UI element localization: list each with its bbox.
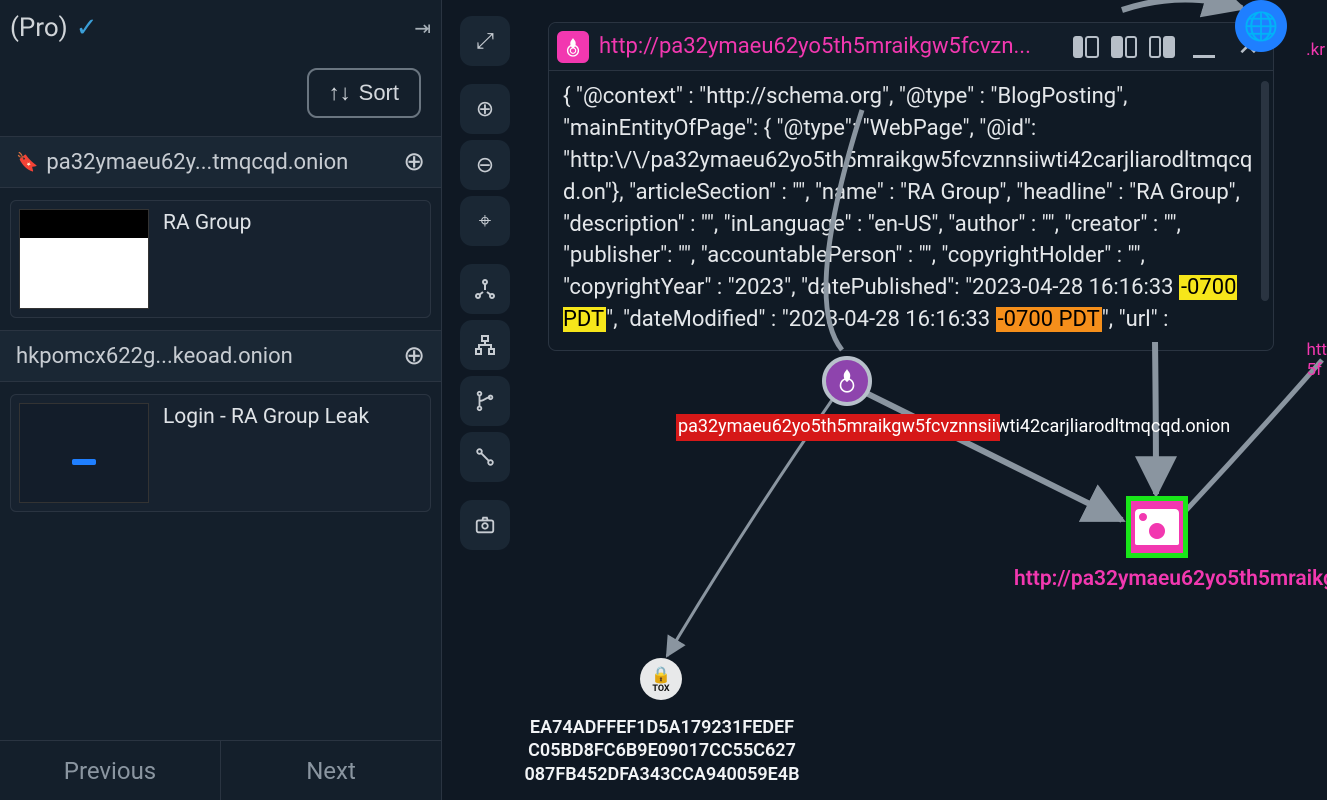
layout-left-icon[interactable] [1073, 36, 1101, 58]
collapse-sidebar-icon[interactable]: ⇥ [414, 16, 431, 40]
node-label: EA74ADFFEF1D5A179231FEDEF C05BD8FC6B9E09… [500, 716, 824, 786]
json-text: ", "url" : [1102, 307, 1169, 332]
layout-split-icon[interactable] [1111, 36, 1139, 58]
top-bar: (Pro) ✓ ⇥ [0, 0, 441, 56]
result-card-1[interactable]: Login - RA Group Leak [10, 394, 431, 512]
group-title: hkpomcx622g...keoad.onion [16, 344, 403, 369]
tor-browser-icon [557, 31, 589, 63]
minimize-icon[interactable] [1193, 36, 1215, 58]
node-label: pa32ymaeu62yo5th5mraikgw5fcvznnsiiwti42c… [676, 414, 1000, 441]
lock-icon: 🔒 [651, 665, 671, 684]
card-title: Login - RA Group Leak [163, 403, 369, 429]
tier-label: (Pro) [10, 13, 68, 43]
bookmark-icon: 🔖 [16, 152, 38, 173]
pager: Previous Next [0, 740, 441, 800]
fullscreen-icon[interactable]: ⤢ [460, 16, 510, 66]
link-icon[interactable] [460, 432, 510, 482]
onion-domain-node[interactable] [822, 356, 872, 406]
layout-right-icon[interactable] [1149, 36, 1177, 58]
node-label: .kr [1306, 40, 1325, 60]
node-detail-panel: http://pa32ymaeu62yo5th5mraikgw5fcvzn...… [548, 22, 1274, 351]
result-card-0[interactable]: RA Group [10, 200, 431, 318]
group-title: pa32ymaeu62y...tmqcqd.onion [46, 150, 403, 175]
sort-button[interactable]: ↑↓ Sort [307, 68, 421, 118]
locate-icon[interactable]: ⌖ [460, 196, 510, 246]
zoom-out-icon[interactable]: ⊖ [460, 140, 510, 190]
json-text: { "@context" : "http://schema.org", "@ty… [563, 84, 1252, 300]
canvas-toolbar: ⤢ ⊕ ⊖ ⌖ [460, 16, 510, 550]
node-label: http://pa32ymaeu62yo5th5mraikgw5fcvznnsi… [1014, 566, 1294, 592]
add-icon[interactable]: ⊕ [403, 341, 425, 371]
panel-url: http://pa32ymaeu62yo5th5mraikgw5fcvzn... [599, 34, 1063, 59]
sidebar: (Pro) ✓ ⇥ ↑↓ Sort 🔖 pa32ymaeu62y...tmqcq… [0, 0, 442, 800]
tree-layout-icon[interactable] [460, 320, 510, 370]
sort-label: Sort [359, 80, 399, 106]
globe-node-icon[interactable]: 🌐 [1235, 0, 1287, 52]
panel-scrollbar[interactable] [1261, 81, 1269, 301]
tor-page-node-selected[interactable] [1126, 496, 1188, 558]
tox-label: TOX [652, 684, 669, 694]
card-thumbnail [19, 209, 149, 309]
group-header-0[interactable]: 🔖 pa32ymaeu62y...tmqcqd.onion ⊕ [0, 136, 441, 188]
prev-button[interactable]: Previous [0, 741, 220, 800]
node-label: htt5f [1307, 340, 1327, 381]
branch-icon[interactable] [460, 376, 510, 426]
add-icon[interactable]: ⊕ [403, 147, 425, 177]
panel-body[interactable]: { "@context" : "http://schema.org", "@ty… [549, 71, 1273, 350]
group-header-1[interactable]: hkpomcx622g...keoad.onion ⊕ [0, 330, 441, 382]
graph-canvas[interactable]: ⤢ ⊕ ⊖ ⌖ [442, 0, 1327, 800]
zoom-in-icon[interactable]: ⊕ [460, 84, 510, 134]
sort-icon: ↑↓ [329, 80, 351, 106]
card-title: RA Group [163, 209, 251, 235]
json-text: ", "dateModified" : "2023-04-28 16:16:33 [606, 307, 995, 332]
graph-layout-icon[interactable] [460, 264, 510, 314]
verified-check-icon: ✓ [76, 13, 98, 43]
tox-node[interactable]: 🔒 TOX [640, 658, 682, 700]
highlight-match: -0700 PDT [996, 307, 1102, 332]
screenshot-icon[interactable] [460, 500, 510, 550]
card-thumbnail [19, 403, 149, 503]
sort-row: ↑↓ Sort [0, 56, 441, 136]
panel-titlebar[interactable]: http://pa32ymaeu62yo5th5mraikgw5fcvzn...… [549, 23, 1273, 71]
next-button[interactable]: Next [220, 741, 441, 800]
